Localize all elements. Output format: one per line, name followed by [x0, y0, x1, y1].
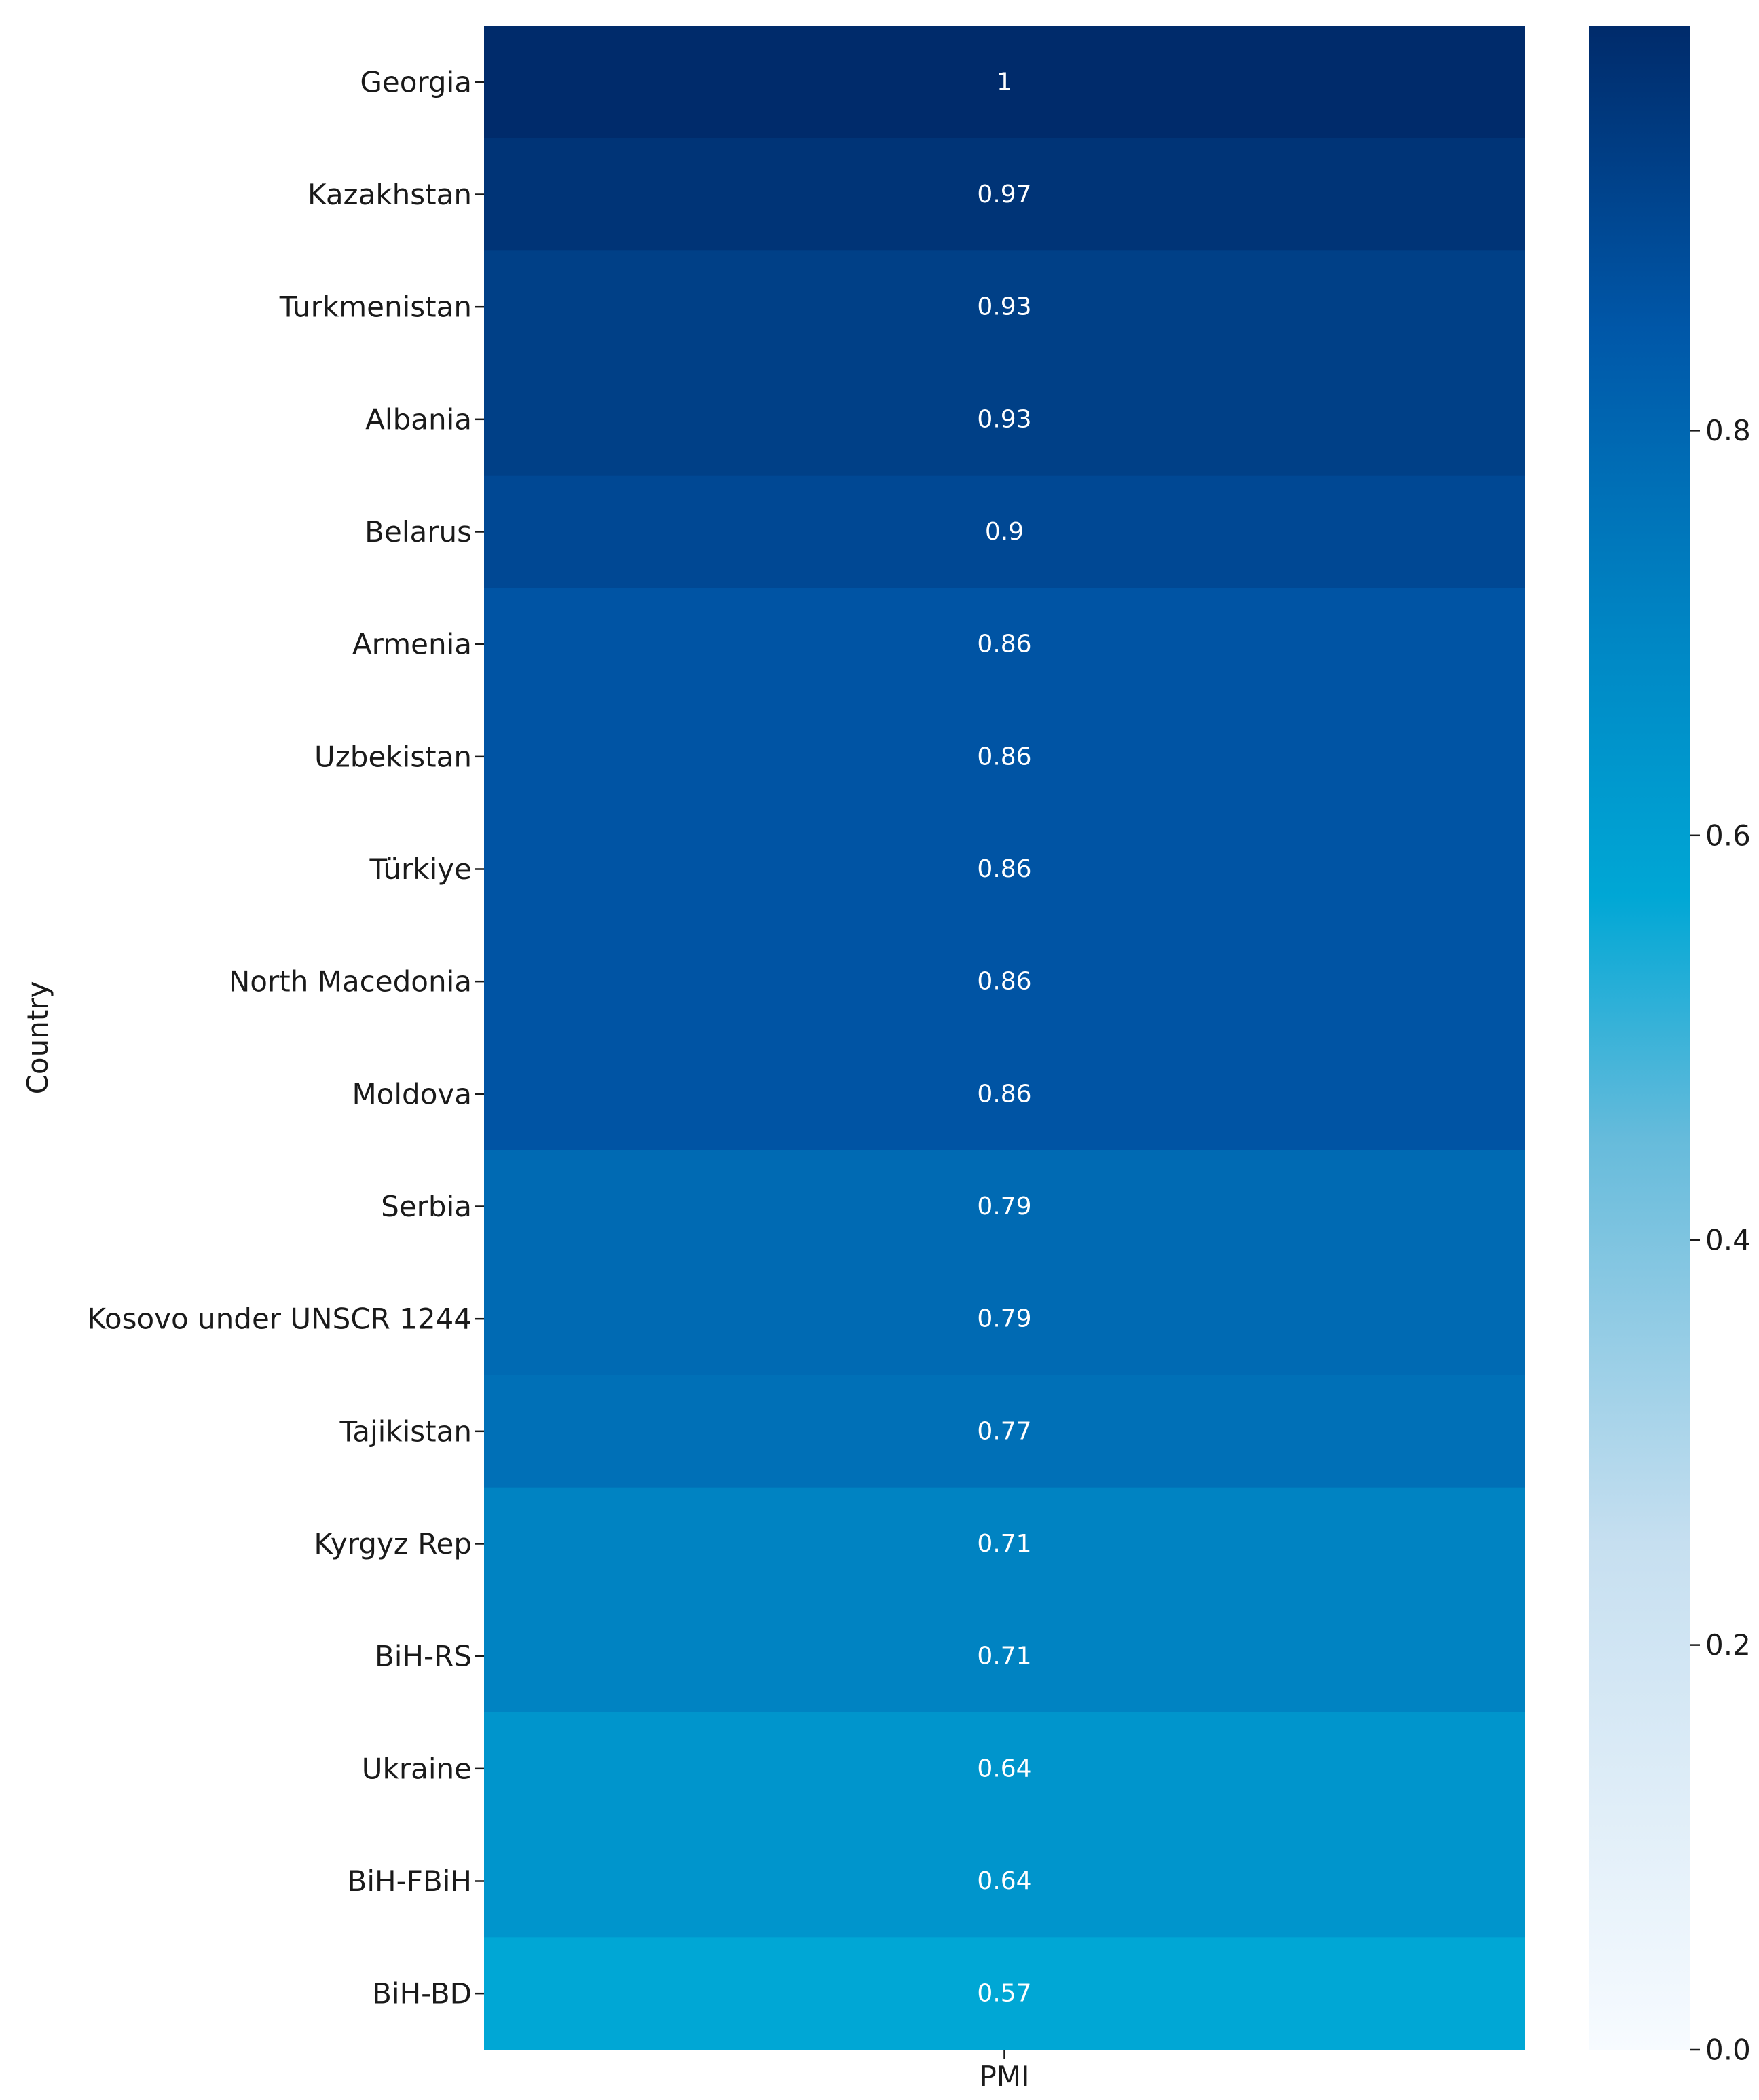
- row-tick-label: Turkmenistan: [279, 290, 472, 324]
- row-tick-label: Moldova: [352, 1077, 472, 1110]
- cell-value-label: 0.71: [977, 1643, 1031, 1670]
- row-tick-label: Albania: [365, 402, 472, 436]
- cell-value-label: 0.77: [977, 1417, 1031, 1445]
- heatmap-cell-labels: 1 0.97 0.93 0.93 0.9 0.86 0.86 0.86 0.86 0.86 0.79…: [977, 68, 1031, 2007]
- heatmap-cell: [484, 138, 1525, 251]
- heatmap-cell: [484, 1600, 1525, 1713]
- heatmap-cell: [484, 1712, 1525, 1826]
- colorbar-tick-label: 0.2: [1705, 1628, 1751, 1662]
- cell-value-label: 0.86: [977, 855, 1031, 883]
- row-tick-label: Serbia: [381, 1190, 472, 1223]
- heatmap-cell: [484, 1150, 1525, 1263]
- cell-value-label: 0.93: [977, 405, 1031, 433]
- row-tick-label: BiH-RS: [375, 1640, 472, 1673]
- row-tick-label: Türkiye: [369, 852, 472, 886]
- heatmap-cells: [484, 26, 1525, 2050]
- heatmap-cell: [484, 700, 1525, 814]
- row-tick-label: Kyrgyz Rep: [314, 1527, 472, 1560]
- cell-value-label: 0.86: [977, 1080, 1031, 1108]
- heatmap-cell: [484, 26, 1525, 139]
- heatmap-cell: [484, 1262, 1525, 1376]
- colorbar-tick-label: 0.0: [1705, 2033, 1751, 2067]
- cell-value-label: 0.86: [977, 743, 1031, 770]
- cell-value-label: 0.97: [977, 181, 1031, 208]
- cell-value-label: 0.93: [977, 293, 1031, 321]
- colorbar: 0.0 0.2 0.4 0.6 0.8: [1589, 26, 1751, 2067]
- cell-value-label: 1: [997, 68, 1012, 96]
- colorbar-tick-label: 0.8: [1705, 414, 1751, 447]
- heatmap-cell: [484, 1824, 1525, 1938]
- cell-value-label: 0.79: [977, 1305, 1031, 1333]
- y-axis-title: Country: [21, 981, 54, 1095]
- heatmap-cell: [484, 1937, 1525, 2050]
- cell-value-label: 0.57: [977, 1980, 1031, 2008]
- heatmap-cell: [484, 363, 1525, 476]
- row-tick-label: Kosovo under UNSCR 1244: [87, 1302, 472, 1336]
- row-tick-labels: Georgia Kazakhstan Turkmenistan Albania Bela…: [87, 65, 472, 2010]
- row-tick-label: Georgia: [360, 65, 472, 98]
- heatmap-cell: [484, 475, 1525, 588]
- heatmap-cell: [484, 1375, 1525, 1488]
- column-tick-label: PMI: [980, 2060, 1030, 2093]
- heatmap-cell: [484, 1487, 1525, 1600]
- colorbar-tick-label: 0.6: [1705, 819, 1751, 852]
- cell-value-label: 0.9: [985, 518, 1024, 546]
- heatmap-cell: [484, 812, 1525, 926]
- row-tick-marks: [475, 81, 484, 1995]
- row-tick-label: Uzbekistan: [314, 740, 472, 773]
- heatmap-cell: [484, 925, 1525, 1038]
- colorbar-tick-label: 0.4: [1705, 1224, 1751, 1257]
- heatmap-cell: [484, 588, 1525, 701]
- row-tick-label: BiH-FBiH: [348, 1864, 472, 1898]
- row-tick-label: Armenia: [352, 628, 472, 661]
- row-tick-label: Ukraine: [362, 1752, 472, 1785]
- heatmap-cell: [484, 1038, 1525, 1151]
- cell-value-label: 0.64: [977, 1867, 1031, 1895]
- row-tick-label: Tajikistan: [339, 1414, 472, 1448]
- cell-value-label: 0.86: [977, 968, 1031, 996]
- row-tick-label: Kazakhstan: [308, 178, 472, 211]
- cell-value-label: 0.86: [977, 631, 1031, 658]
- row-tick-label: North Macedonia: [229, 965, 472, 998]
- row-tick-label: BiH-BD: [372, 1977, 472, 2010]
- column-axis: PMI: [980, 2050, 1030, 2093]
- cell-value-label: 0.79: [977, 1193, 1031, 1220]
- row-tick-label: Belarus: [365, 515, 472, 548]
- colorbar-gradient: [1589, 26, 1690, 2050]
- heatmap-cell: [484, 250, 1525, 364]
- cell-value-label: 0.71: [977, 1530, 1031, 1558]
- cell-value-label: 0.64: [977, 1755, 1031, 1782]
